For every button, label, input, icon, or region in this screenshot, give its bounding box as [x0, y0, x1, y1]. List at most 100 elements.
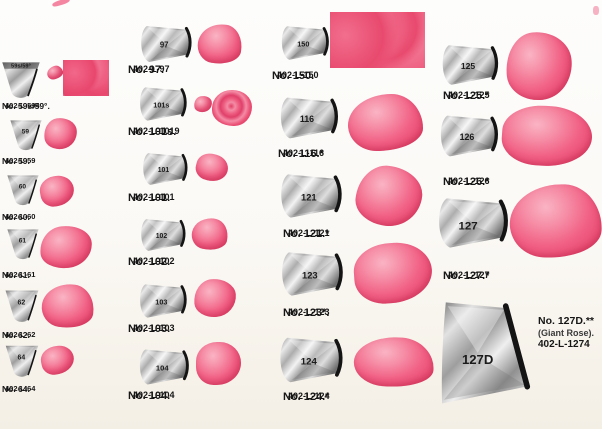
petal-59s-image [45, 64, 65, 81]
nozzle-number: 61 [19, 238, 27, 245]
nozzle-number: 116 [300, 114, 314, 124]
petal-104-image [196, 342, 241, 385]
order-code: 402-L-594 [5, 101, 40, 110]
tip-subtitle: (Giant Rose). [538, 328, 595, 339]
order-code: 402-L-101 [133, 192, 175, 202]
tip-number-label: No. 64. [2, 384, 30, 394]
item-101: 101 No. 101. 402-L-101 [126, 148, 266, 206]
nozzle-102-image: 102 [141, 219, 186, 251]
order-code: 402-L-1274 [538, 339, 590, 351]
nozzle-61-image: 61 [7, 229, 39, 260]
order-code: 402-L-61 [5, 270, 36, 279]
scan-artifact [51, 0, 71, 8]
order-code: 402-L-125 [448, 90, 490, 100]
order-code: 402-L-124 [288, 391, 330, 401]
nozzle-150-image: 150 [281, 26, 329, 60]
item-103: 103 No. 103. 402-L-103 [126, 277, 266, 339]
tip-number-label: No. 60. [2, 212, 30, 222]
order-code: 402-L-1019 [133, 126, 180, 136]
nozzle-101s-image: 101s [140, 87, 187, 121]
petal-103-image [192, 277, 238, 319]
nozzle-number: 103 [155, 297, 167, 306]
petal-97-image [194, 20, 246, 68]
nozzle-number: 101 [158, 167, 170, 174]
nozzle-97-image: 97 [141, 26, 192, 62]
nozzle-number: 62 [17, 299, 25, 306]
scan-artifact [593, 6, 599, 15]
petal-60-image [37, 173, 77, 209]
item-64: 64 No. 64. 402-L-64 [0, 340, 122, 396]
tip-number-label: No. 125.* [443, 90, 490, 102]
item-102: 102 No. 102. 402-L-102 [126, 214, 266, 272]
nozzle-number: 126 [460, 132, 475, 142]
order-code: 402-L-116 [283, 148, 325, 158]
order-code: 402-L-60 [5, 212, 36, 221]
petal-102-image [189, 214, 231, 254]
item-61: 61 No. 61. 402-L-61 [0, 222, 122, 282]
tip-number-label: No. 121.* [283, 228, 330, 240]
order-code: 402-L-104 [133, 390, 175, 400]
nozzle-number: 97 [160, 41, 169, 50]
tip-number-label: No. 101s. [128, 126, 177, 138]
nozzle-60-image: 60 [7, 175, 39, 206]
petal-62-image [39, 280, 97, 332]
nozzle-127-image: 127 [439, 198, 508, 248]
nozzle-number: 102 [156, 233, 168, 240]
petal-127-image [508, 181, 602, 261]
nozzle-number: 104 [156, 364, 169, 373]
petal-64-image [38, 342, 77, 378]
item-101s: 101s No. 101s. 402-L-1019 [126, 82, 266, 142]
tip-number-label: No. 124.* [283, 391, 330, 403]
tip-number-label: No. 101. [128, 192, 171, 204]
nozzle-number: 60 [19, 184, 27, 191]
caption-127d: No. 127D.** (Giant Rose). 402-L-1274 [538, 315, 594, 352]
order-code: 402-L-126 [448, 176, 490, 186]
order-code: 402-L-103 [133, 323, 175, 333]
nozzle-121-image: 121 [281, 174, 342, 218]
item-150: 150 No. 150. 402-L-150 [270, 12, 430, 86]
nozzle-number: 59 [22, 129, 30, 136]
item-62: 62 No. 62. 402-L-62 [0, 280, 122, 344]
tip-number-label: No. 61. [2, 270, 30, 280]
tip-number-label: No. 59. [2, 156, 30, 166]
nozzle-59s-image: 59s/59° [2, 62, 40, 98]
item-126: 126 No. 126.* 402-L-126 [430, 102, 602, 188]
nozzle-number: 64 [18, 355, 26, 362]
tip-number-label: No. 97. [128, 64, 165, 76]
tip-number-label: No. 123*. [283, 307, 330, 319]
nozzle-101-image: 101 [143, 153, 188, 185]
item-60: 60 No. 60. 402-L-60 [0, 168, 122, 224]
petal-101-image [193, 150, 231, 185]
item-116: 116 No. 116.* 402-L-116 [270, 90, 430, 164]
nozzle-number: 127D [462, 352, 493, 367]
tip-number-label: No. 127.* [443, 270, 490, 282]
petal-121-image [353, 162, 425, 230]
tip-number-label: No. 126.* [443, 176, 490, 188]
rose-101s-image [212, 90, 252, 126]
item-59s: 59s/59° No. 59s/59°. 402-L-594 [0, 56, 122, 112]
nozzle-116-image: 116 [280, 97, 338, 139]
nozzle-62-image: 62 [5, 290, 39, 322]
tip-number-label: No. 104. [128, 390, 171, 402]
tip-number-label: No. 116.* [278, 148, 324, 160]
petal-61-image [37, 223, 95, 271]
order-code: 402-L-123 [288, 307, 330, 317]
nozzle-104-image: 104 [139, 349, 189, 385]
item-121: 121 No. 121.* 402-L-121 [270, 162, 430, 244]
tip-number-label: No. 150. [272, 70, 315, 82]
petal-125-image [502, 28, 576, 104]
item-97: 97 No. 97. 402-L-97 [126, 20, 266, 82]
petal-59-image [42, 115, 79, 152]
item-125: 125 No. 125.* 402-L-125 [430, 28, 602, 106]
petal-cluster-59s-image [63, 60, 109, 96]
order-code: 402-L-102 [133, 256, 175, 266]
order-code: 402-L-127 [448, 270, 490, 280]
nozzle-number: 127 [459, 221, 478, 233]
order-code: 402-L-59 [5, 156, 36, 165]
order-code: 402-L-97 [133, 64, 170, 74]
order-code: 402-L-62 [5, 330, 36, 339]
nozzle-number: 121 [301, 192, 317, 202]
item-59: 59 No. 59. 402-L-59 [0, 114, 122, 168]
item-104: 104 No. 104. 402-L-104 [126, 342, 266, 406]
